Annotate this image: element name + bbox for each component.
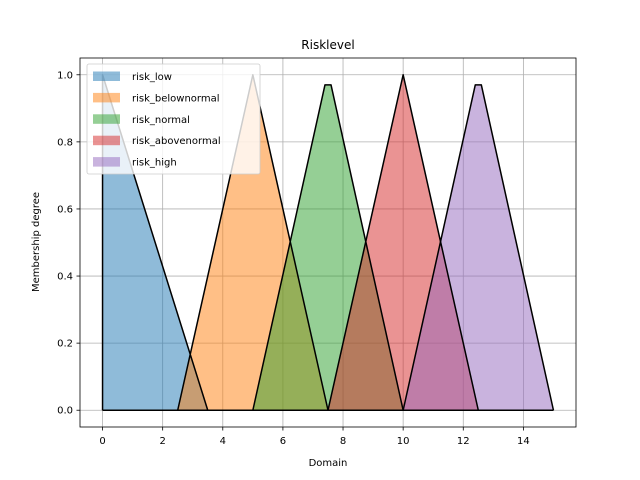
- area-risk_normal: [102, 84, 554, 411]
- area-risk_high: [102, 84, 554, 411]
- outline-risk_high: [102, 84, 555, 411]
- legend: risk_low risk_belownormal risk_normal risk_…: [86, 63, 261, 175]
- legend-swatch-risk_high: [93, 157, 120, 167]
- y-tick-label: 1.0: [57, 70, 73, 81]
- legend-label-risk_normal: risk_normal: [132, 115, 190, 126]
- legend-label-risk_abovenormal: risk_abovenormal: [132, 136, 221, 147]
- plot-frame: [79, 57, 577, 428]
- x-tick-label: 0: [99, 436, 105, 447]
- y-tick-label: 0.4: [57, 272, 73, 283]
- chart-title: Risklevel: [301, 38, 354, 52]
- area-risk_low: [102, 74, 554, 411]
- series-outlines: [101, 74, 555, 411]
- legend-swatch-risk_low: [93, 71, 120, 81]
- x-tick-label: 10: [397, 436, 410, 447]
- legend-swatch-risk_belownormal: [93, 92, 120, 103]
- x-tick-label: 12: [457, 436, 470, 447]
- legend-swatch-risk_abovenormal: [93, 135, 120, 146]
- area-risk_belownormal: [102, 74, 554, 411]
- x-axis-label: Domain: [309, 458, 348, 469]
- legend-swatch-risk_normal: [93, 114, 120, 124]
- y-tick-label: 0.6: [57, 204, 73, 215]
- x-tick-label: 2: [159, 436, 165, 447]
- y-axis-label: Membership degree: [31, 192, 42, 292]
- x-tick-label: 6: [280, 436, 286, 447]
- y-tick-label: 0.8: [57, 137, 73, 148]
- y-tick-label: 0.2: [57, 339, 73, 350]
- series-areas: [102, 74, 554, 411]
- x-tick-label: 8: [340, 436, 346, 447]
- legend-label-risk_high: risk_high: [132, 158, 177, 169]
- y-tick-label: 0.0: [57, 406, 73, 417]
- x-tick-label: 4: [220, 436, 226, 447]
- ticks: 0 2 4 6 8 10 12 14 0.0 0.2 0.4 0.6 0.8 1.0: [57, 70, 530, 447]
- x-tick-label: 14: [517, 436, 530, 447]
- legend-label-risk_belownormal: risk_belownormal: [132, 93, 220, 104]
- legend-box: [86, 63, 261, 175]
- legend-label-risk_low: risk_low: [132, 72, 172, 83]
